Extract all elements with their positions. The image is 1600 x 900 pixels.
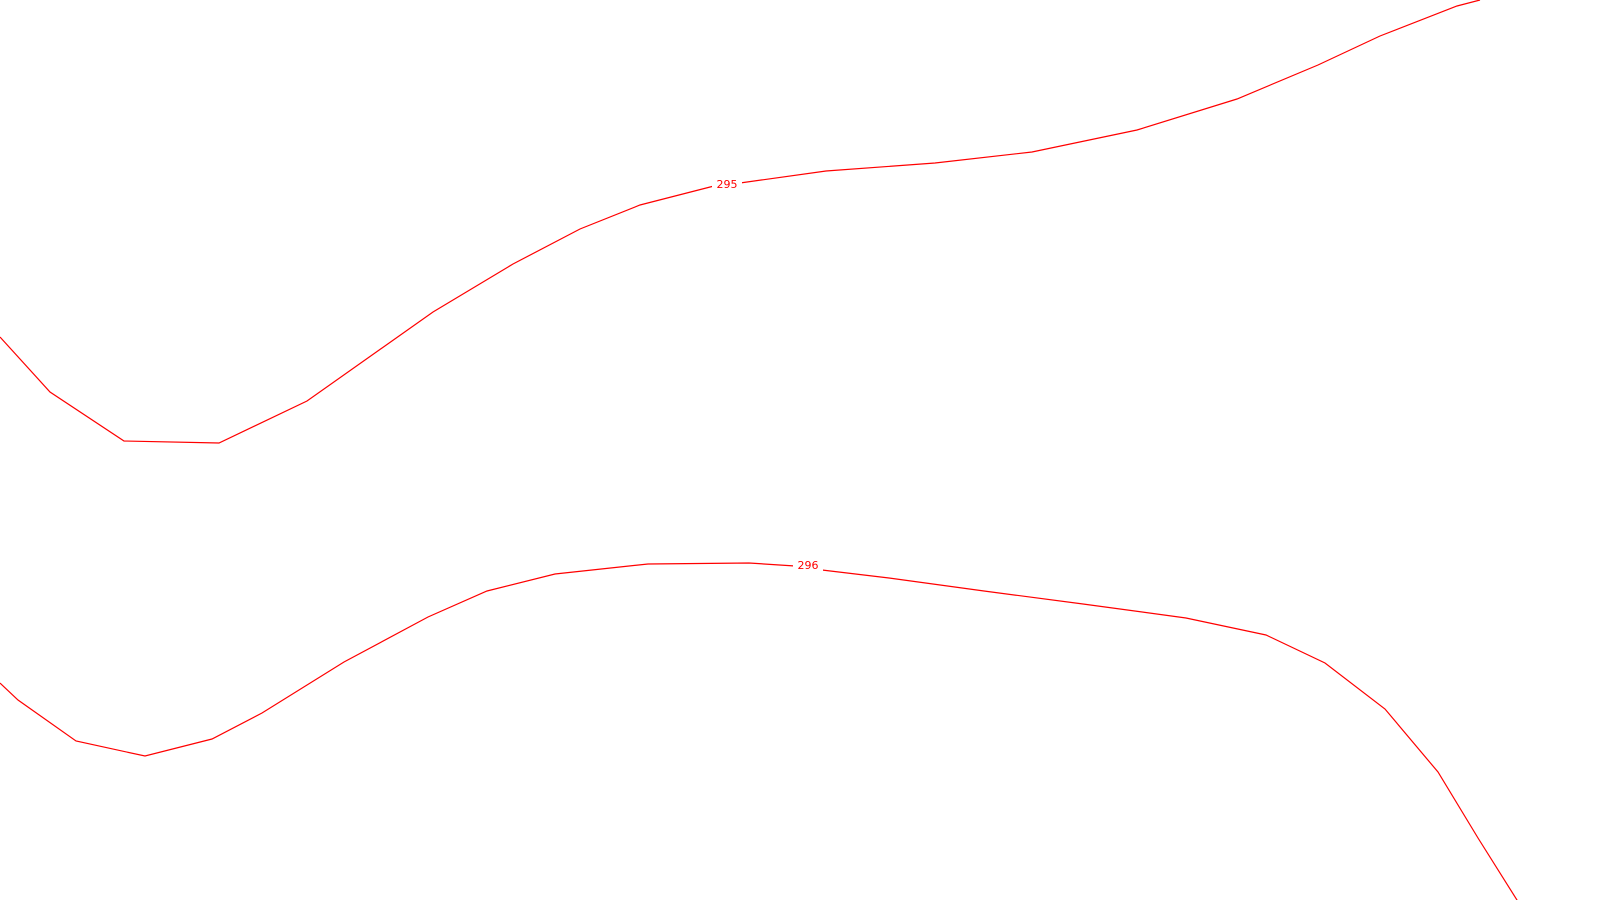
contour-label-295-mask: [712, 178, 742, 192]
contour-295: 295: [0, 0, 1481, 444]
contour-line-296: [0, 562, 796, 757]
contour-296: 296: [0, 559, 1518, 900]
contour-label-296: 296: [798, 559, 819, 572]
contour-line-295: [0, 185, 715, 444]
contour-line-296-continued: [821, 569, 1518, 900]
contour-label-296-mask: [793, 559, 823, 573]
contour-label-295: 295: [717, 178, 738, 191]
contour-line-295-continued: [739, 0, 1481, 184]
